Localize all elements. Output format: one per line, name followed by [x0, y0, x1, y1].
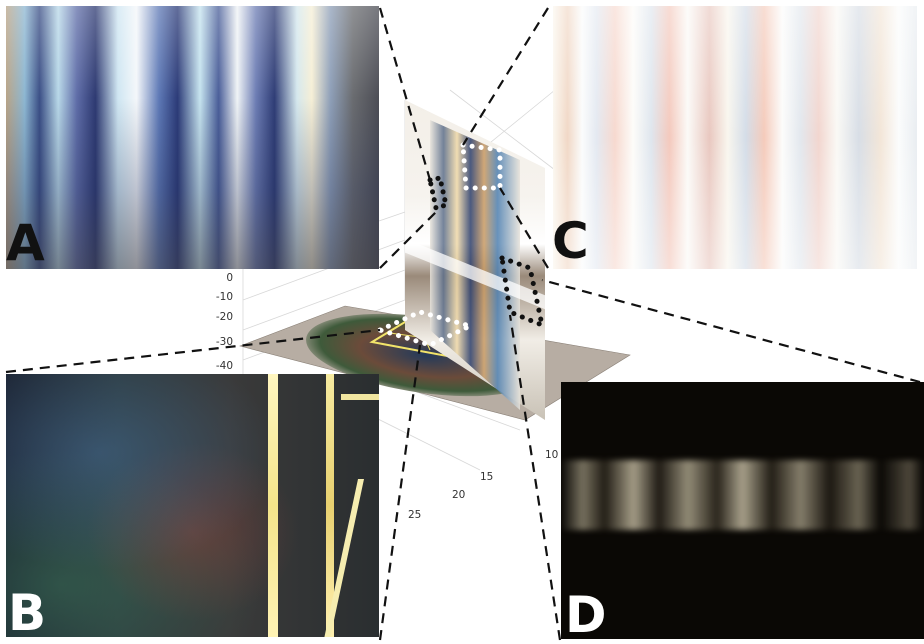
- panel-a-image: [6, 6, 379, 269]
- panel-b-label: B: [8, 584, 47, 642]
- z-tick-2: -20: [216, 311, 233, 323]
- vertical-plane-spectra: [430, 120, 520, 410]
- x-tick-0: 15: [480, 471, 493, 483]
- panel-b-image: [6, 374, 379, 637]
- y-tick-0: 10: [545, 449, 558, 461]
- callout-lines: [5, 7, 921, 641]
- panel-d-image: [561, 382, 924, 639]
- z-tick-1: -10: [216, 291, 233, 303]
- y-axis-ticks: 10: [545, 449, 558, 461]
- x-axis-ticks: 15 20 25: [408, 471, 493, 521]
- panel-d-label: D: [565, 586, 607, 644]
- z-tick-4: -40: [216, 360, 233, 372]
- panel-c-label: C: [552, 212, 589, 270]
- x-tick-2: 25: [408, 509, 421, 521]
- panel-a-label: A: [6, 214, 45, 272]
- z-tick-3: -30: [216, 336, 233, 348]
- x-tick-1: 20: [452, 489, 465, 501]
- panel-c-image: [553, 6, 917, 269]
- z-tick-0: 0: [226, 272, 233, 284]
- z-axis-ticks: 0 -10 -20 -30 -40: [216, 272, 233, 372]
